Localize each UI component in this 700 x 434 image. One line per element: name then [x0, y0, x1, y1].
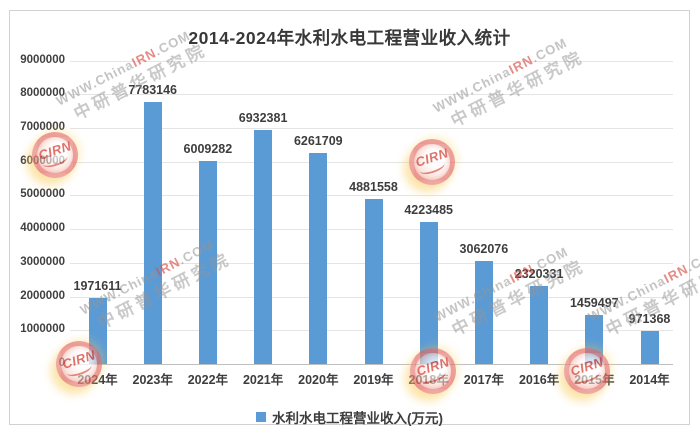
x-axis-tick-label: 2024年	[77, 373, 118, 387]
bar-value-label: 6009282	[183, 142, 233, 157]
bar-value-label: 4881558	[349, 180, 398, 195]
x-axis-tick-label: 2022年	[187, 373, 229, 387]
gridline	[70, 60, 673, 62]
bar-value-label: 6261709	[293, 133, 343, 148]
x-axis-tick-label: 2021年	[242, 373, 284, 387]
x-axis-tick-label: 2014年	[629, 373, 670, 387]
bar-value-label: 7783146	[128, 82, 178, 97]
y-axis-tick-label: 5000000	[20, 188, 65, 201]
bar	[143, 101, 162, 364]
gridline	[70, 195, 673, 197]
bar	[530, 285, 549, 364]
y-axis-tick-label: 3000000	[20, 255, 65, 268]
x-axis-tick-label: 2016年	[518, 373, 560, 387]
y-axis-tick-label: 6000000	[20, 154, 65, 167]
legend: 水利水电工程营业收入(万元)	[10, 407, 689, 427]
y-axis-tick-label: 4000000	[20, 222, 65, 235]
y-axis-tick-label: 0	[58, 357, 65, 369]
y-axis-tick-label: 2000000	[20, 289, 65, 302]
bar	[198, 161, 217, 364]
x-axis-line	[70, 364, 673, 365]
legend-label: 水利水电工程营业收入(万元)	[272, 411, 443, 426]
y-axis-tick-label: 8000000	[20, 87, 65, 100]
bar	[364, 199, 383, 364]
bar-value-label: 3062076	[459, 241, 509, 256]
x-axis-tick-label: 2019年	[353, 373, 394, 387]
x-axis-tick-label: 2023年	[132, 373, 173, 387]
gridline	[70, 94, 673, 96]
bar-value-label: 1459497	[569, 295, 619, 310]
bar-value-label: 4223485	[404, 202, 454, 217]
y-axis-tick-label: 7000000	[20, 120, 65, 133]
x-axis-tick-label: 2015年	[574, 373, 615, 387]
bar	[309, 152, 328, 364]
y-axis-tick-label: 1000000	[20, 323, 65, 336]
bar	[640, 331, 659, 364]
gridline	[70, 127, 673, 129]
legend-swatch-icon	[256, 412, 266, 422]
bar-value-label: 1971611	[73, 278, 122, 293]
bar	[254, 130, 273, 364]
gridline	[70, 161, 673, 163]
bar	[585, 314, 604, 364]
bar	[474, 260, 493, 364]
bar-value-label: 6932381	[238, 111, 288, 126]
bar-value-label: 2320331	[514, 266, 564, 281]
bar-value-label: 971368	[628, 312, 671, 327]
chart-frame: 2014-2024年水利水电工程营业收入统计 水利水电工程营业收入(万元) 0 1…	[9, 10, 690, 427]
x-axis-tick-label: 2017年	[463, 373, 505, 387]
chart-title: 2014-2024年水利水电工程营业收入统计	[188, 28, 511, 48]
bar	[419, 221, 438, 364]
bar	[88, 297, 107, 364]
x-axis-tick-label: 2018年	[408, 373, 449, 387]
y-axis-tick-label: 9000000	[20, 53, 65, 66]
x-axis-tick-label: 2020年	[298, 373, 339, 387]
